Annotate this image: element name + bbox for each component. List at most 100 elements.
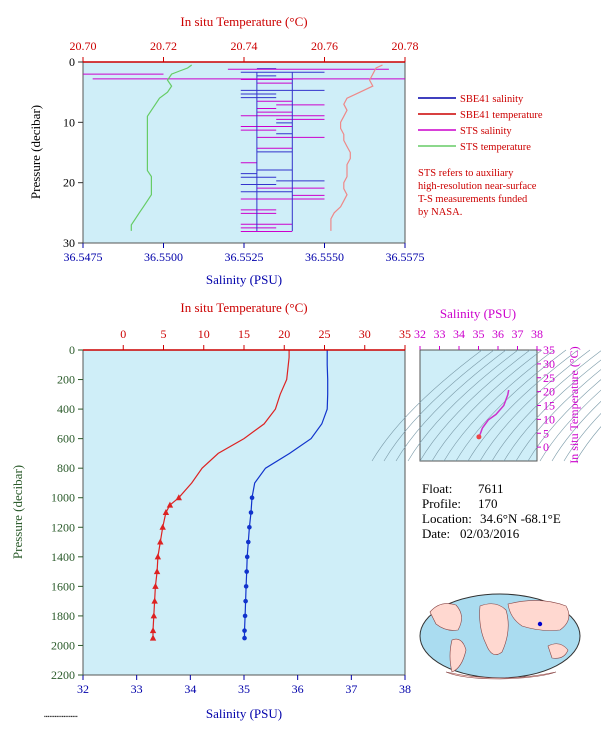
ts-temp-tick-label: 15 — [543, 399, 555, 413]
main-plot-area — [82, 349, 406, 676]
main-temperature-point — [152, 582, 159, 589]
ts-sal-tick-label: 38 — [531, 327, 543, 341]
map-float-location-marker — [537, 621, 543, 627]
main-temperature-point — [150, 612, 158, 619]
ts-temp-tick-label: 30 — [543, 357, 555, 371]
main-pres-tick-label: 0 — [69, 343, 75, 357]
main-temperature-point — [162, 509, 170, 515]
main-pres-tick-label: 200 — [57, 373, 75, 387]
top-temp-tick-label: 20.72 — [150, 39, 177, 53]
top-sal-tick-label: 36.5575 — [386, 250, 425, 264]
ts-plot-area — [419, 349, 538, 462]
top-series-group — [130, 64, 383, 231]
main-temperature-point — [159, 523, 166, 530]
main-temp-tick-label: 10 — [198, 327, 210, 341]
main-salinity-axis-label: Salinity (PSU) — [206, 706, 282, 721]
top-pres-tick-label: 30 — [63, 236, 75, 250]
profile-value: 170 — [478, 496, 498, 511]
sts-note-line-2: high-resolution near-surface — [418, 181, 537, 192]
top-salinity-axis-label: Salinity (PSU) — [206, 272, 282, 287]
location-label: Location: — [422, 511, 472, 526]
main-sal-tick-label: 34 — [184, 682, 196, 696]
sts-note-line-4: by NASA. — [418, 207, 462, 218]
top-panel: 20.70 20.72 20.74 20.76 20.78 36.5475 36.5500 3… — [28, 14, 543, 287]
main-temperature-point — [153, 568, 161, 575]
main-pres-tick-label: 600 — [57, 432, 75, 446]
main-salinity-point — [244, 554, 250, 560]
ts-density-contours — [371, 349, 601, 462]
main-temperature-point — [157, 538, 164, 545]
ts-density-contour — [539, 389, 601, 462]
main-pres-tick-label: 1800 — [51, 609, 75, 623]
world-map — [419, 593, 581, 680]
sts-note: STS refers to auxiliary high-resolution … — [418, 168, 537, 218]
map-land-asia — [507, 600, 570, 631]
main-temperature-axis-label: In situ Temperature (°C) — [180, 300, 307, 315]
sts-note-line-3: T-S measurements funded — [418, 194, 528, 205]
ts-density-contour — [431, 349, 543, 462]
main-sal-tick-label: 37 — [345, 682, 357, 696]
ts-sal-tick-label: 36 — [492, 327, 504, 341]
ts-density-contour — [491, 350, 601, 462]
float-info: Float: 7611 Profile: 170 Location: 34.6°… — [422, 481, 561, 541]
map-land-australia — [547, 643, 569, 659]
top-temp-tick-label: 20.78 — [392, 39, 419, 53]
ts-density-contour — [575, 426, 601, 462]
top-temp-tick-label: 20.74 — [231, 39, 258, 53]
ts-series-group — [476, 389, 510, 440]
ts-temp-tick-label: 5 — [543, 426, 549, 440]
main-sal-tick-label: 32 — [77, 682, 89, 696]
top-pres-tick-label: 10 — [63, 115, 75, 129]
legend-label-sts-temperature: STS temperature — [460, 142, 531, 153]
map-land-americas-south — [449, 638, 467, 673]
ts-temp-tick-label: 35 — [543, 343, 555, 357]
main-salinity-point — [242, 635, 247, 641]
ts-sal-tick-label: 37 — [512, 327, 524, 341]
top-plot-area — [82, 61, 406, 244]
float-label: Float: — [422, 481, 452, 496]
ts-density-contour — [479, 349, 591, 462]
top-legend: SBE41 salinity SBE41 temperature STS sal… — [418, 94, 543, 153]
main-pres-tick-label: 400 — [57, 402, 75, 416]
ts-temp-tick-label: 10 — [543, 412, 555, 426]
ts-deep-point — [476, 434, 482, 440]
main-temp-tick-label: 20 — [278, 327, 290, 341]
location-value: 34.6°N -68.1°E — [480, 511, 561, 526]
top-series-line — [130, 64, 193, 231]
main-salinity-point — [245, 539, 251, 545]
ts-density-contour — [503, 359, 601, 462]
ts-density-contour — [455, 349, 567, 462]
ts-sal-tick-label: 33 — [434, 327, 446, 341]
main-salinity-point — [247, 524, 252, 530]
main-temperature-point — [175, 494, 182, 501]
map-land-antarctica — [445, 671, 557, 680]
ts-temperature-axis-label: In situ Temperature (°C) — [567, 346, 581, 463]
profile-label: Profile: — [422, 496, 461, 511]
date-label: Date: — [422, 526, 450, 541]
top-pres-tick-label: 0 — [69, 55, 75, 69]
main-salinity-point — [243, 584, 249, 589]
main-temp-tick-label: 5 — [161, 327, 167, 341]
ts-density-contour — [515, 369, 601, 462]
main-salinity-point — [244, 569, 249, 574]
legend-label-sbe41-temperature: SBE41 temperature — [460, 110, 543, 121]
main-temp-tick-label: 30 — [359, 327, 371, 341]
main-salinity-point — [242, 613, 248, 619]
ts-density-contour — [563, 413, 601, 462]
main-pres-tick-label: 1200 — [51, 520, 75, 534]
ts-salinity-axis-label: Salinity (PSU) — [440, 306, 516, 321]
main-salinity-point — [249, 495, 255, 501]
ts-sal-tick-label: 34 — [453, 327, 465, 341]
main-temperature-point — [149, 634, 157, 641]
main-pres-tick-label: 2000 — [51, 638, 75, 652]
main-temperature-point — [154, 553, 162, 560]
top-temp-tick-label: 20.76 — [311, 39, 338, 53]
main-sal-tick-label: 36 — [292, 682, 304, 696]
ts-density-contour — [467, 349, 579, 462]
footer-small-print: ▪▪▪▪▪▪▪▪▪▪▪▪▪▪▪▪▪▪▪ — [44, 715, 78, 720]
map-land-americas-north — [429, 603, 462, 631]
main-series-group — [149, 350, 329, 641]
top-sal-tick-label: 36.5475 — [64, 250, 103, 264]
